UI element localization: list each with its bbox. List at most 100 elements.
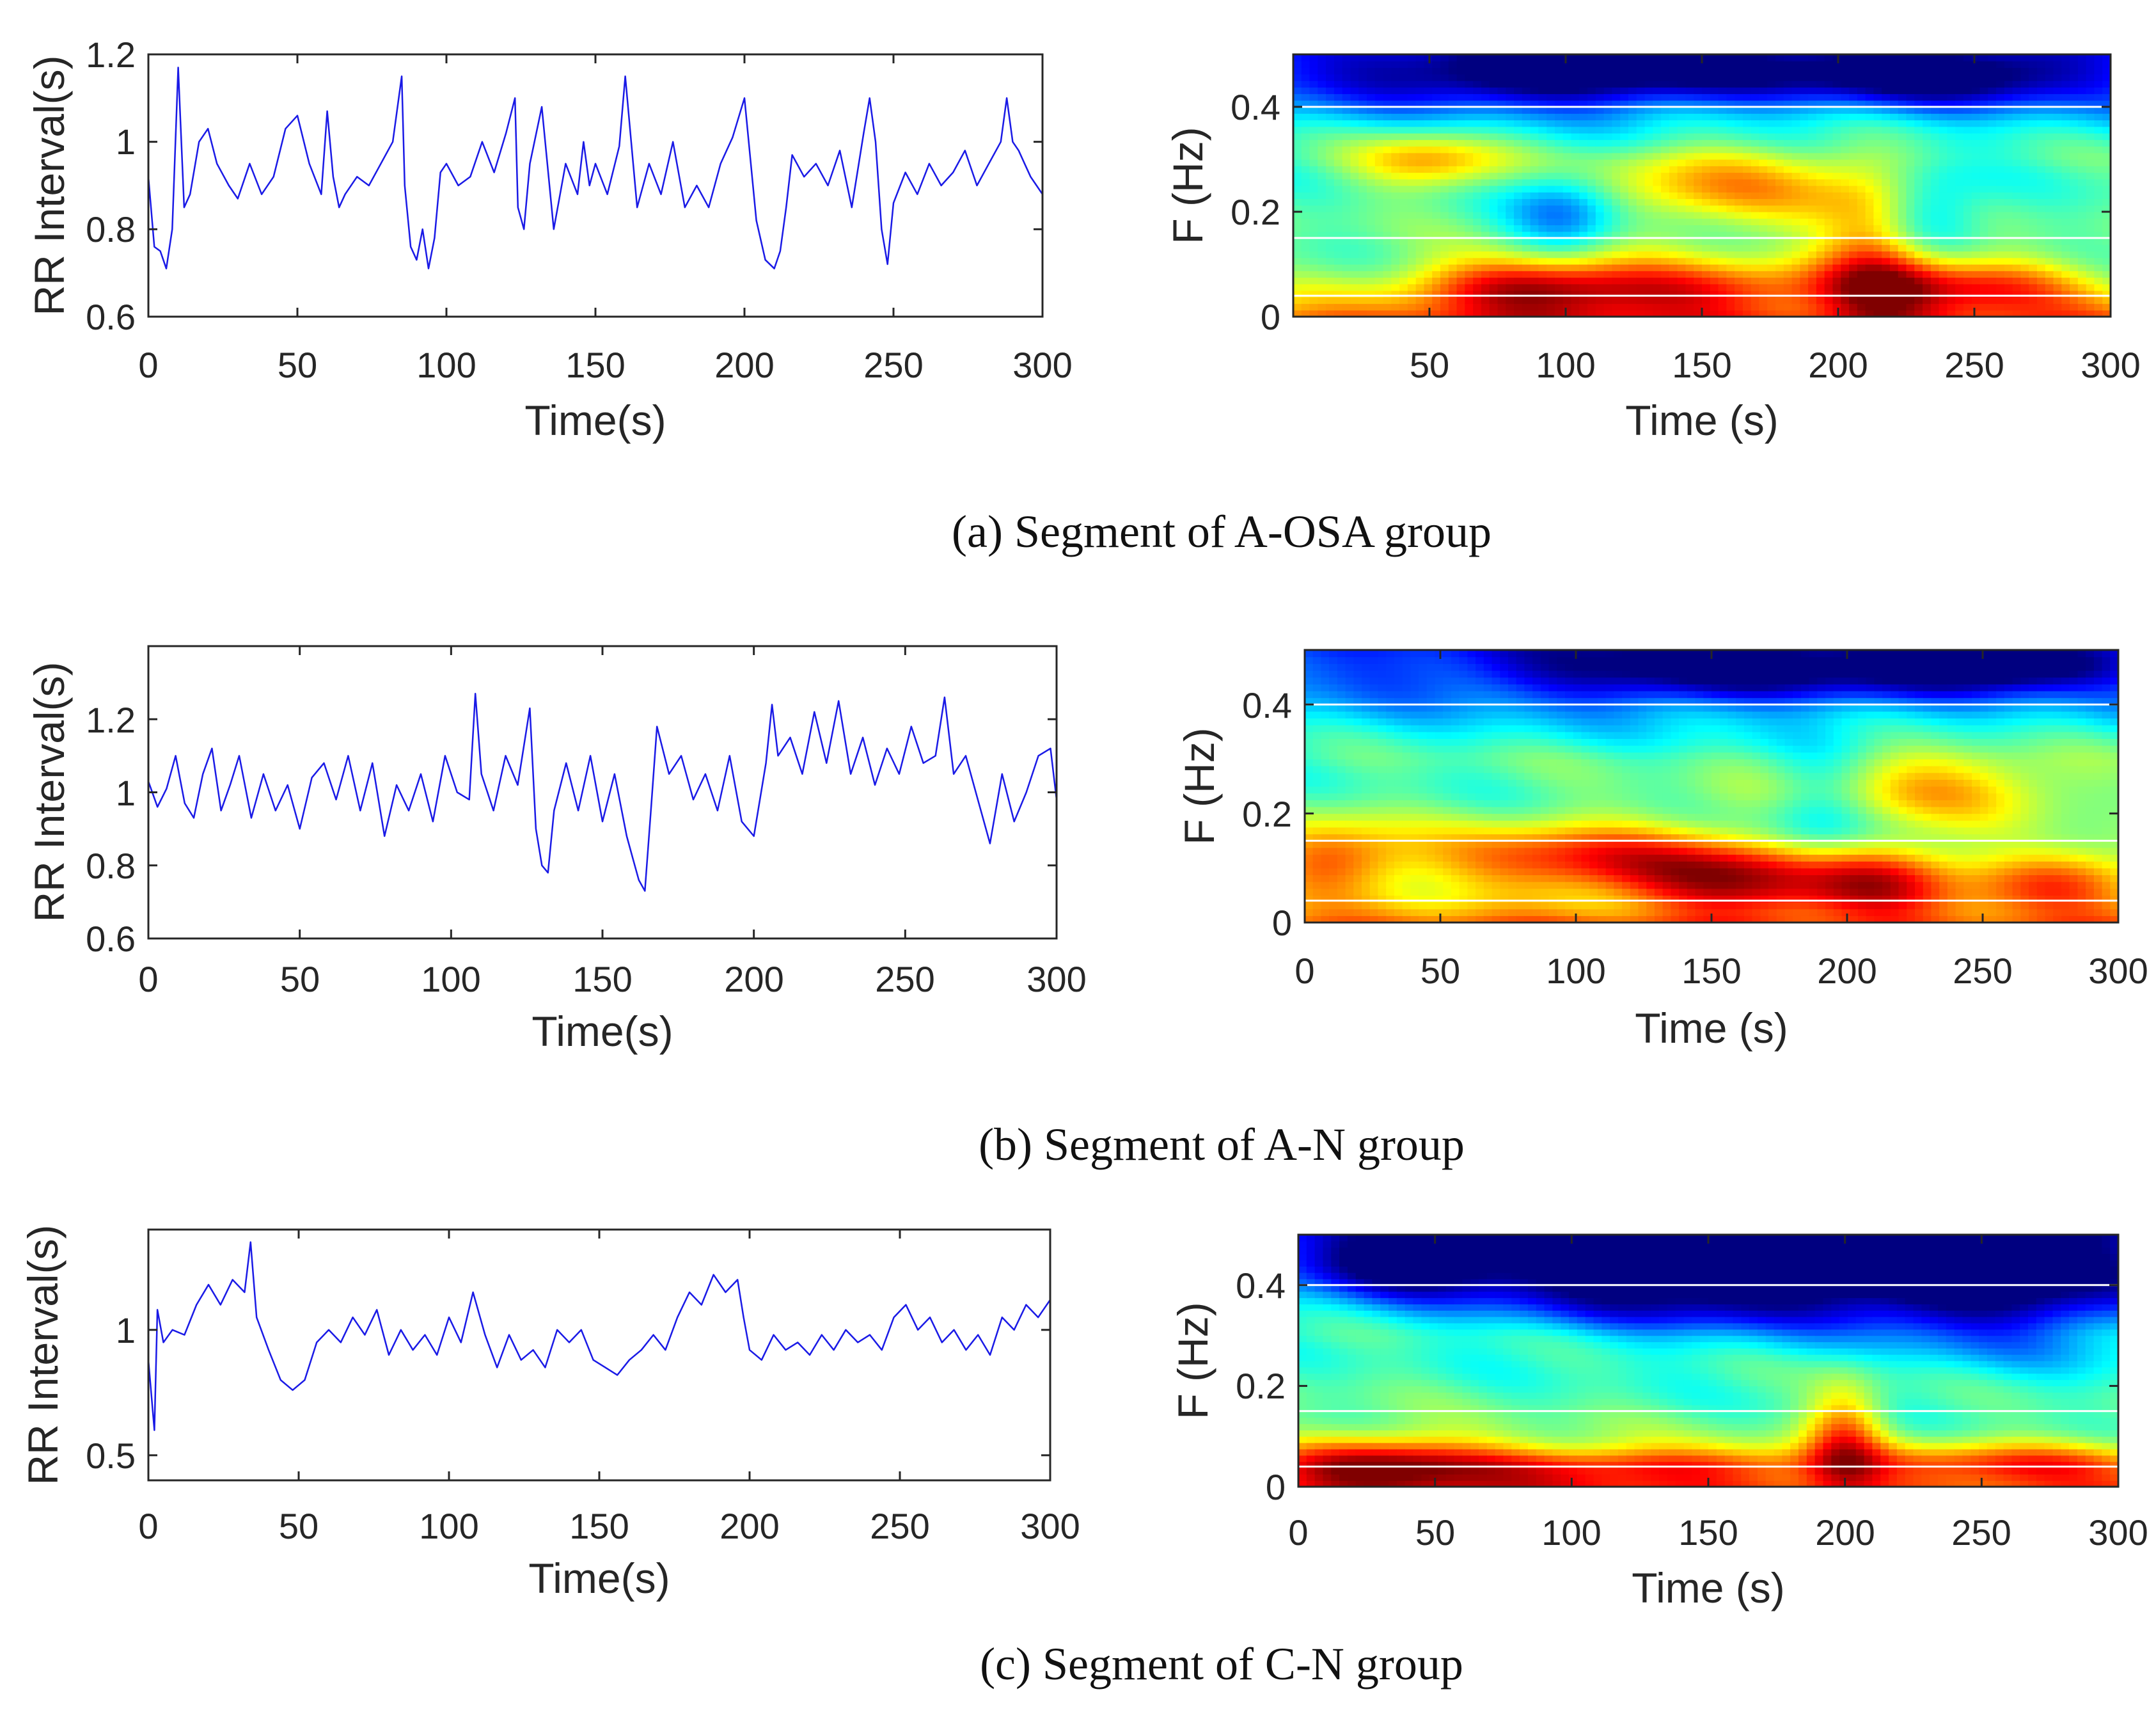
heatmap-cell	[1473, 74, 1482, 81]
heatmap-cell	[1873, 283, 1882, 291]
heatmap-cell	[1554, 277, 1564, 285]
heatmap-cell	[1522, 126, 1531, 134]
heatmap-cell	[1394, 759, 1403, 766]
heatmap-cell	[1587, 159, 1596, 166]
heatmap-cell	[1489, 303, 1499, 311]
heatmap-cell	[2029, 244, 2038, 252]
heatmap-cell	[1407, 277, 1417, 285]
heatmap-cell	[1342, 120, 1351, 127]
heatmap-cell	[1644, 107, 1653, 114]
heatmap-cell	[1849, 166, 1858, 173]
heatmap-cell	[2020, 139, 2029, 147]
heatmap-cell	[1374, 146, 1384, 154]
heatmap-cell	[1677, 192, 1687, 200]
heatmap-cell	[1350, 225, 1359, 232]
heatmap-cell	[1824, 297, 1834, 305]
heatmap-cell	[1506, 310, 1515, 317]
heatmap-cell	[1800, 107, 1809, 114]
heatmap-cell	[1329, 820, 1338, 828]
heatmap-cell	[1329, 663, 1338, 671]
heatmap-cell	[1350, 212, 1359, 219]
heatmap-cell	[2036, 159, 2046, 166]
heatmap-cell	[1653, 54, 1662, 61]
heatmap-cell	[2061, 126, 2070, 134]
heatmap-cell	[1816, 120, 1825, 127]
heatmap-cell	[1971, 310, 1981, 317]
heatmap-cell	[1312, 895, 1322, 903]
heatmap-cell	[1410, 841, 1419, 848]
heatmap-cell	[1832, 178, 1841, 186]
heatmap-cell	[1440, 283, 1449, 291]
heatmap-cell	[1841, 225, 1850, 232]
heatmap-cell	[1759, 198, 1768, 206]
heatmap-cell	[1321, 820, 1330, 828]
heatmap-cell	[1489, 283, 1499, 291]
heatmap-cell	[1955, 81, 1964, 88]
heatmap-cell	[1751, 172, 1760, 180]
heatmap-cell	[1947, 192, 1956, 200]
heatmap-cell	[1435, 738, 1444, 746]
heatmap-cell	[1383, 87, 1392, 95]
heatmap-cell	[1329, 861, 1338, 869]
heatmap-cell	[1362, 731, 1371, 740]
heatmap-cell	[1677, 277, 1687, 285]
heatmap-cell	[1914, 126, 1923, 134]
heatmap-cell	[1751, 198, 1760, 206]
heatmap-cell	[1808, 251, 1817, 258]
heatmap-cell	[1350, 87, 1359, 95]
heatmap-cell	[1873, 87, 1882, 95]
heatmap-cell	[1318, 120, 1326, 127]
heatmap-cell	[1443, 902, 1452, 910]
heatmap-cell	[1514, 172, 1523, 180]
heatmap-cell	[1473, 231, 1482, 239]
heatmap-cell	[1735, 283, 1743, 291]
heatmap-cell	[2020, 178, 2029, 186]
heatmap-cell	[1369, 793, 1379, 800]
heatmap-cell	[1898, 172, 1907, 180]
heatmap-cell	[2094, 178, 2103, 186]
heatmap-cell	[1459, 854, 1468, 862]
heatmap-cell	[1326, 186, 1335, 193]
heatmap-cell	[1473, 251, 1482, 258]
heatmap-cell	[1473, 113, 1482, 121]
heatmap-cell	[1971, 133, 1981, 140]
heatmap-cell	[1337, 738, 1346, 746]
heatmap-cell	[1562, 139, 1572, 147]
heatmap-cell	[1930, 271, 1940, 278]
heatmap-cell	[1923, 297, 1932, 305]
heatmap-cell	[1506, 192, 1515, 200]
heatmap-cell	[1775, 113, 1784, 121]
panel-b-rr-ytick: 0.8	[86, 846, 136, 886]
heatmap-cell	[1783, 264, 1793, 271]
heatmap-cell	[1329, 827, 1338, 835]
heatmap-cell	[1369, 813, 1379, 821]
heatmap-cell	[1685, 54, 1694, 61]
heatmap-cell	[1579, 74, 1588, 81]
heatmap-cell	[1775, 218, 1784, 226]
heatmap-cell	[1653, 205, 1662, 212]
heatmap-cell	[2004, 225, 2013, 232]
heatmap-cell	[1386, 704, 1395, 712]
heatmap-cell	[2045, 178, 2054, 186]
heatmap-cell	[1530, 297, 1539, 305]
heatmap-cell	[1506, 205, 1515, 212]
heatmap-cell	[1530, 146, 1539, 154]
heatmap-cell	[1800, 152, 1809, 160]
heatmap-cell	[1562, 257, 1572, 265]
heatmap-cell	[1326, 126, 1335, 134]
heatmap-cell	[1873, 225, 1882, 232]
heatmap-cell	[1808, 54, 1817, 61]
heatmap-cell	[1554, 120, 1564, 127]
heatmap-cell	[1710, 218, 1719, 226]
heatmap-cell	[1342, 290, 1351, 297]
heatmap-cell	[2029, 205, 2038, 212]
heatmap-cell	[2045, 54, 2054, 61]
heatmap-cell	[1685, 205, 1694, 212]
heatmap-cell	[1426, 704, 1436, 712]
heatmap-cell	[1443, 908, 1452, 916]
heatmap-cell	[1312, 718, 1322, 725]
heatmap-cell	[1579, 205, 1588, 212]
heatmap-cell	[2029, 198, 2038, 206]
heatmap-cell	[1345, 847, 1354, 855]
heatmap-cell	[1653, 152, 1662, 160]
